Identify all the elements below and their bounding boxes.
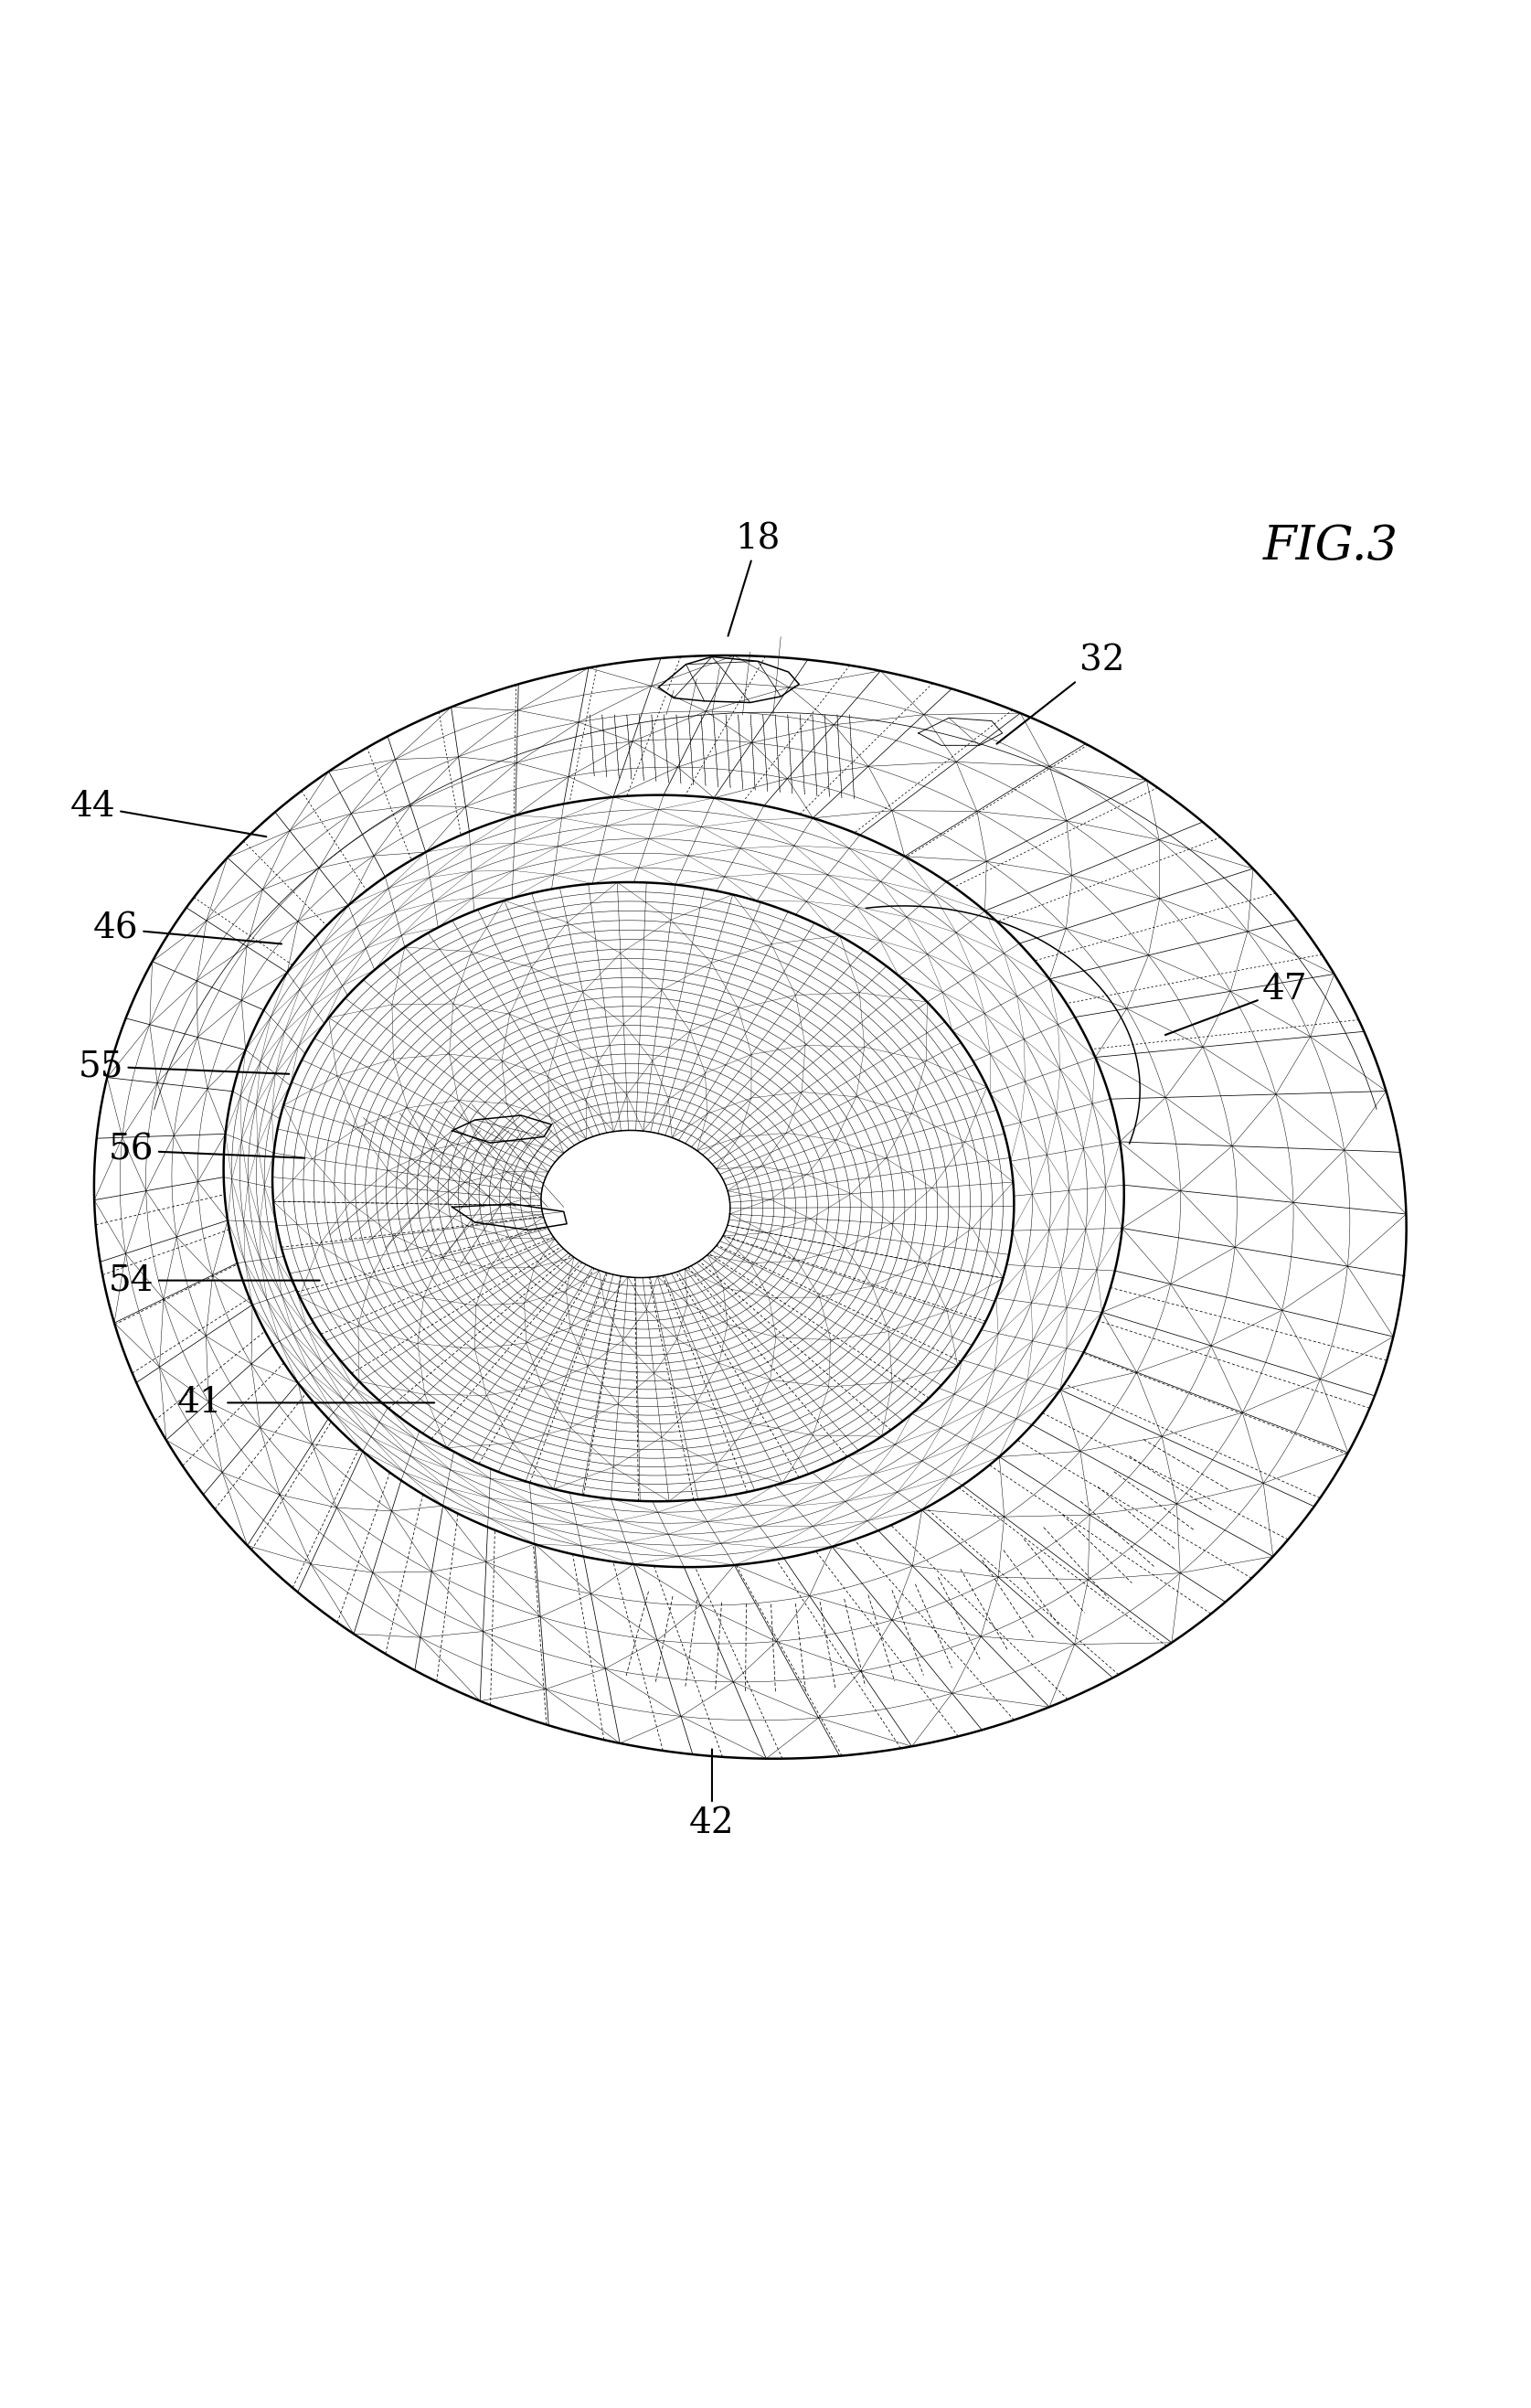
Text: 41: 41	[178, 1387, 435, 1421]
Text: 55: 55	[78, 1050, 289, 1084]
Text: FIG.3: FIG.3	[1263, 523, 1399, 571]
Text: 46: 46	[93, 913, 282, 946]
Text: 44: 44	[70, 790, 266, 836]
Text: 47: 47	[1165, 973, 1307, 1035]
Text: 54: 54	[109, 1264, 320, 1298]
Text: 42: 42	[689, 1748, 735, 1840]
Text: 56: 56	[109, 1134, 305, 1168]
Text: 18: 18	[729, 523, 781, 636]
Text: 32: 32	[997, 645, 1124, 744]
